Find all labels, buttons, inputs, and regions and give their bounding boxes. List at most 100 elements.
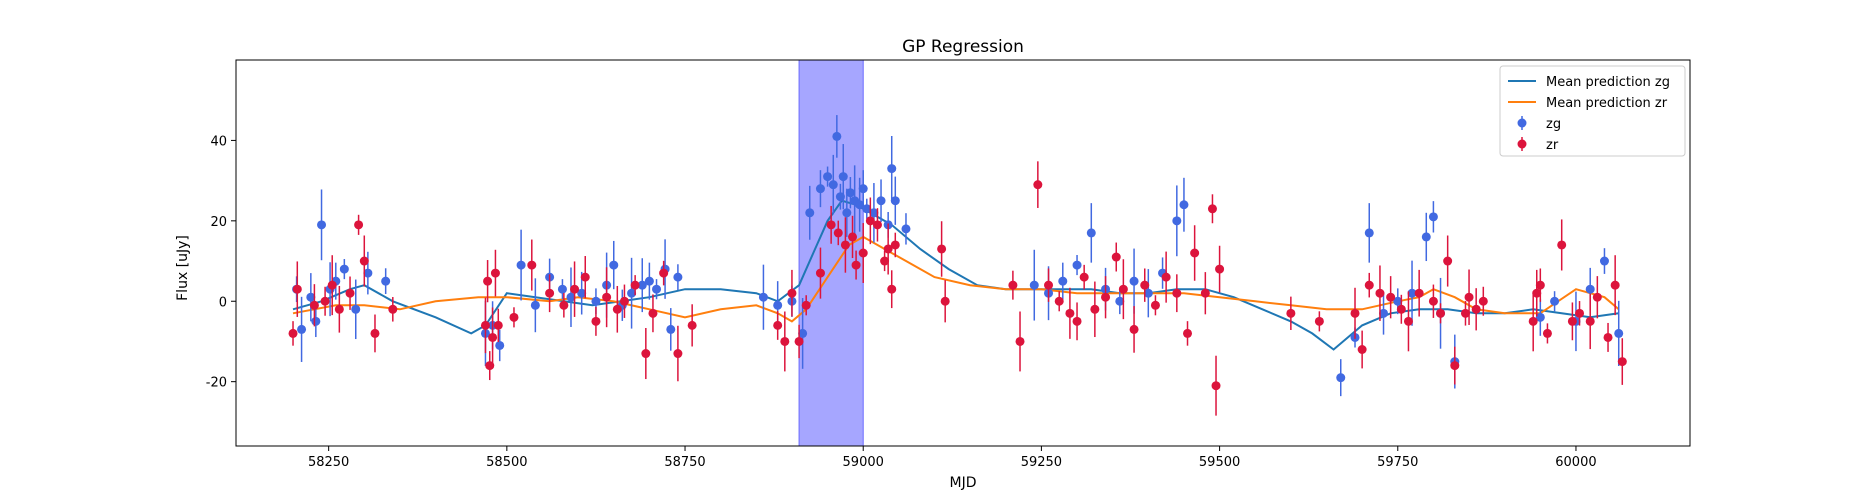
data-point <box>794 336 804 346</box>
y-tick-label: 0 <box>219 295 227 310</box>
data-point <box>1575 308 1585 318</box>
data-point <box>1190 248 1200 258</box>
legend-label: zg <box>1546 117 1561 132</box>
data-point <box>815 184 825 194</box>
data-point <box>1111 252 1121 262</box>
data-point <box>773 300 783 310</box>
data-point <box>869 208 879 218</box>
data-point <box>297 324 307 334</box>
data-point <box>858 184 868 194</box>
data-point <box>1535 280 1545 290</box>
data-point <box>557 284 567 294</box>
chart-title: GP Regression <box>902 37 1024 57</box>
x-tick-label: 60000 <box>1555 455 1596 470</box>
data-point <box>490 268 500 278</box>
data-point <box>1528 316 1538 326</box>
data-point <box>801 300 811 310</box>
data-point <box>1033 180 1043 190</box>
data-point <box>1129 324 1139 334</box>
data-point <box>1101 292 1111 302</box>
legend-marker-swatch <box>1517 139 1527 149</box>
data-point <box>602 292 612 302</box>
data-point <box>381 276 391 286</box>
data-point <box>609 260 619 270</box>
data-point <box>876 196 886 206</box>
data-point <box>1617 357 1627 367</box>
data-point <box>570 284 580 294</box>
data-point <box>937 244 947 254</box>
data-point <box>1460 308 1470 318</box>
data-point <box>1118 284 1128 294</box>
highlight-span <box>798 59 864 447</box>
data-point <box>666 324 676 334</box>
data-point <box>1585 316 1595 326</box>
line-series-mean-prediction-zr <box>292 235 1620 323</box>
data-point <box>880 256 890 266</box>
data-point <box>644 276 654 286</box>
data-point <box>480 320 490 330</box>
data-point <box>1336 373 1346 383</box>
y-tick-label: 40 <box>210 134 227 149</box>
data-point <box>1532 288 1542 298</box>
legend: Mean prediction zg Mean prediction zr zg zr <box>1499 65 1686 157</box>
data-point <box>1086 228 1096 238</box>
data-point <box>865 216 875 226</box>
x-tick-label: 59000 <box>843 455 884 470</box>
data-point <box>1357 345 1367 354</box>
data-point <box>1008 280 1018 290</box>
data-point <box>1567 316 1577 326</box>
data-point <box>1393 296 1403 306</box>
data-point <box>780 336 790 346</box>
data-point <box>1314 316 1324 326</box>
data-point <box>787 288 797 298</box>
data-point <box>1054 296 1064 306</box>
data-point <box>488 332 498 342</box>
data-point <box>1428 212 1438 222</box>
data-point <box>637 280 647 290</box>
data-point <box>1044 280 1054 290</box>
data-point <box>1211 381 1221 391</box>
data-point <box>840 240 850 250</box>
errorbar-series-zr <box>288 161 1627 416</box>
x-tick-label: 59750 <box>1377 455 1418 470</box>
data-point <box>311 316 321 326</box>
data-point <box>832 131 842 141</box>
data-point <box>306 292 316 302</box>
legend-label: Mean prediction zr <box>1546 96 1668 111</box>
data-point <box>890 196 900 206</box>
data-point <box>872 220 882 230</box>
data-point <box>1550 296 1560 306</box>
data-point <box>483 276 493 286</box>
data-point <box>627 288 637 298</box>
data-point <box>1375 288 1385 298</box>
data-point <box>842 208 852 218</box>
data-point <box>641 349 651 359</box>
data-point <box>887 284 897 294</box>
data-point <box>619 296 629 306</box>
data-point <box>1403 316 1413 326</box>
data-point <box>826 220 836 230</box>
data-point <box>1215 264 1225 274</box>
x-tick-label: 58250 <box>308 455 349 470</box>
data-point <box>545 288 555 298</box>
data-point <box>687 320 697 330</box>
data-point <box>862 204 872 214</box>
data-point <box>1161 272 1171 282</box>
data-point <box>890 240 900 250</box>
data-point <box>1614 328 1624 338</box>
data-point <box>1471 304 1481 314</box>
data-point <box>530 300 540 310</box>
data-point <box>1557 240 1567 250</box>
data-point <box>1610 280 1620 290</box>
data-point <box>591 296 601 306</box>
data-point <box>1421 232 1431 242</box>
data-point <box>851 260 861 270</box>
data-point <box>559 300 569 310</box>
plot-area-frame <box>235 59 1691 447</box>
data-point <box>1599 256 1609 266</box>
data-point <box>1150 300 1160 310</box>
data-point <box>317 220 327 230</box>
data-point <box>1386 292 1396 302</box>
legend-label: zr <box>1546 138 1559 153</box>
data-point <box>1414 288 1424 298</box>
